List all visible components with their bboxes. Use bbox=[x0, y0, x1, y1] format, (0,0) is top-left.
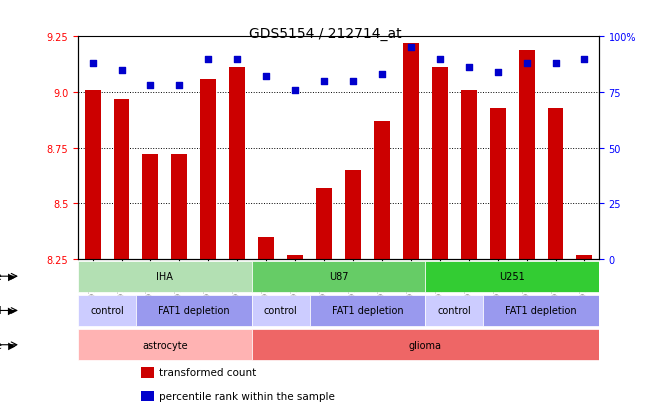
Bar bbox=[287, 255, 303, 259]
Bar bbox=[171, 155, 187, 259]
Bar bbox=[432, 68, 448, 259]
Text: cell line  ▶: cell line ▶ bbox=[0, 271, 16, 282]
Point bbox=[290, 87, 300, 94]
Text: cell type  ▶: cell type ▶ bbox=[0, 340, 16, 350]
Point bbox=[203, 56, 214, 63]
Text: transformed count: transformed count bbox=[159, 367, 256, 377]
Text: GDS5154 / 212714_at: GDS5154 / 212714_at bbox=[249, 27, 402, 41]
Point bbox=[435, 56, 445, 63]
Bar bbox=[316, 188, 332, 259]
Bar bbox=[345, 171, 361, 259]
Point bbox=[319, 78, 329, 85]
FancyBboxPatch shape bbox=[483, 295, 599, 326]
Point bbox=[377, 71, 387, 78]
Text: IHA: IHA bbox=[156, 271, 173, 282]
Bar bbox=[461, 90, 477, 259]
Point bbox=[464, 65, 474, 71]
Bar bbox=[519, 50, 534, 259]
Text: control: control bbox=[264, 306, 298, 316]
FancyBboxPatch shape bbox=[252, 295, 310, 326]
FancyBboxPatch shape bbox=[78, 261, 252, 292]
FancyBboxPatch shape bbox=[136, 295, 252, 326]
FancyBboxPatch shape bbox=[310, 295, 425, 326]
Point bbox=[87, 61, 98, 67]
Text: FAT1 depletion: FAT1 depletion bbox=[331, 306, 403, 316]
Text: control: control bbox=[90, 306, 124, 316]
Point bbox=[406, 45, 416, 52]
Point bbox=[174, 83, 185, 89]
FancyBboxPatch shape bbox=[252, 330, 599, 360]
Bar bbox=[490, 108, 506, 259]
Point bbox=[492, 69, 503, 76]
Point bbox=[579, 56, 590, 63]
Bar bbox=[141, 391, 154, 401]
Point bbox=[117, 67, 127, 74]
FancyBboxPatch shape bbox=[252, 261, 425, 292]
FancyBboxPatch shape bbox=[425, 295, 483, 326]
Bar bbox=[258, 237, 274, 259]
Text: FAT1 depletion: FAT1 depletion bbox=[158, 306, 230, 316]
Bar bbox=[85, 90, 100, 259]
Bar bbox=[577, 255, 592, 259]
Point bbox=[261, 74, 271, 81]
Point bbox=[145, 83, 156, 89]
Bar bbox=[143, 155, 158, 259]
Text: glioma: glioma bbox=[409, 340, 442, 350]
Point bbox=[521, 61, 532, 67]
Bar bbox=[113, 100, 130, 259]
Point bbox=[232, 56, 242, 63]
Text: FAT1 depletion: FAT1 depletion bbox=[505, 306, 577, 316]
Text: U87: U87 bbox=[329, 271, 348, 282]
Text: percentile rank within the sample: percentile rank within the sample bbox=[159, 391, 335, 401]
Bar bbox=[201, 79, 216, 259]
FancyBboxPatch shape bbox=[78, 330, 252, 360]
Text: control: control bbox=[437, 306, 471, 316]
Bar bbox=[374, 121, 390, 259]
Text: protocol  ▶: protocol ▶ bbox=[0, 306, 16, 316]
Bar bbox=[403, 44, 419, 259]
FancyBboxPatch shape bbox=[425, 261, 599, 292]
Point bbox=[348, 78, 358, 85]
Text: U251: U251 bbox=[499, 271, 525, 282]
Bar bbox=[547, 108, 564, 259]
Text: astrocyte: astrocyte bbox=[142, 340, 187, 350]
Bar bbox=[229, 68, 245, 259]
FancyBboxPatch shape bbox=[78, 295, 136, 326]
Point bbox=[550, 61, 561, 67]
Bar bbox=[141, 367, 154, 378]
